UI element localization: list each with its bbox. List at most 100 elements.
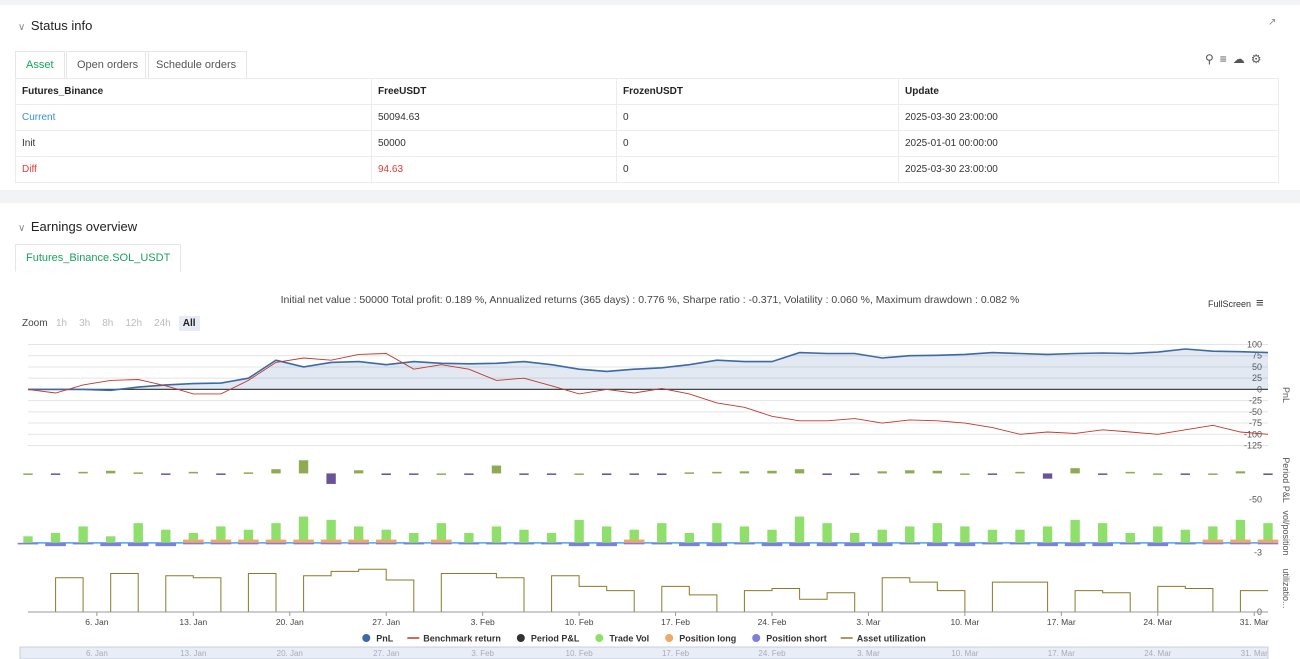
bar: [712, 523, 722, 543]
asset-table: Futures_Binance FreeUSDT FrozenUSDT Update …: [15, 78, 1279, 183]
bar: [982, 542, 1003, 545]
bar: [436, 523, 447, 543]
bar: [541, 542, 562, 545]
bar: [1202, 542, 1224, 545]
bar: [17, 542, 39, 545]
series-step: [28, 568, 1268, 613]
toolbar-icons[interactable]: ⚲≡☁⚙: [1205, 52, 1268, 66]
bar: [464, 473, 474, 475]
summary: Initial net value : 50000 Total profit: …: [280, 294, 1020, 306]
navigator-label: 3. Feb: [471, 649, 494, 658]
zoom-option[interactable]: 12h: [125, 318, 143, 329]
legend-item[interactable]: PnL: [362, 634, 394, 644]
x-tick-label: 24. Feb: [758, 617, 787, 627]
tab[interactable]: Asset: [15, 51, 65, 79]
zoom-option[interactable]: 1h: [56, 318, 68, 329]
bar: [23, 536, 33, 543]
bar: [298, 516, 309, 543]
bar: [293, 539, 314, 543]
x-tick-label: 10. Mar: [950, 617, 979, 627]
y-tick-label: -25: [1249, 396, 1262, 406]
legend-item[interactable]: Trade Vol: [595, 634, 649, 644]
y-tick-label: -3: [1254, 548, 1262, 558]
legend-label: Period P&L: [531, 634, 580, 644]
legend-item[interactable]: Benchmark return: [407, 634, 501, 644]
bar: [326, 519, 336, 543]
bar: [491, 465, 502, 474]
bar: [734, 542, 755, 545]
x-tick-label: 10. Feb: [565, 617, 594, 627]
bar: [1092, 542, 1113, 547]
earnings-header[interactable]: ∨ Earnings overview: [18, 219, 138, 234]
bar: [409, 533, 419, 543]
bar: [679, 542, 700, 547]
cell: 50094.63: [371, 104, 617, 131]
bar: [105, 470, 116, 474]
x-tick-label: 24. Mar: [1143, 617, 1172, 627]
column-header: Futures_Binance: [15, 78, 372, 105]
navigator-label: 10. Feb: [566, 649, 594, 658]
bar: [987, 473, 998, 475]
bar: [403, 542, 425, 545]
legend-symbol: [752, 634, 761, 642]
cell: Diff: [15, 156, 372, 183]
legend-item[interactable]: Position long: [665, 634, 736, 644]
zoom-option[interactable]: 8h: [102, 318, 114, 329]
legend-item[interactable]: Period P&L: [516, 634, 580, 644]
x-tick-label: 3. Mar: [856, 617, 880, 627]
navigator-label: 17. Mar: [1048, 649, 1075, 658]
bar: [188, 471, 199, 474]
legend-item[interactable]: Position short: [752, 634, 827, 644]
x-tick-label: 6. Jan: [85, 617, 108, 627]
bar: [155, 542, 177, 547]
bar: [623, 539, 645, 543]
y-axis-title: PnL: [1281, 387, 1291, 403]
bar: [320, 539, 342, 543]
bar: [767, 470, 777, 474]
bar: [684, 472, 695, 474]
bar: [960, 473, 970, 475]
x-tick-label: 17. Feb: [661, 617, 690, 627]
column-header: FreeUSDT: [371, 78, 617, 105]
fullscreen-button[interactable]: FullScreen ≡: [1208, 295, 1264, 310]
earnings-card: ∨ Earnings overview Futures_Binance.SOL_…: [0, 203, 1300, 659]
bar: [188, 533, 199, 543]
y-axis-title: utilizatio...: [1281, 568, 1291, 608]
y-tick-label: -100: [1244, 429, 1262, 439]
cell: Current: [15, 104, 372, 131]
bar: [601, 473, 612, 475]
bar: [100, 542, 121, 547]
bar: [265, 539, 287, 543]
x-tick-label: 20. Jan: [276, 617, 304, 627]
bar: [78, 526, 88, 543]
column-header: Update: [898, 78, 1279, 105]
zoom-option[interactable]: 24h: [154, 318, 171, 329]
tab[interactable]: Schedule orders: [145, 51, 248, 79]
bar: [50, 473, 61, 475]
y-tick-label: -75: [1249, 418, 1262, 428]
collapse-icon[interactable]: ↗: [1268, 17, 1277, 28]
zoom-option[interactable]: All: [178, 316, 200, 331]
column-header: FrozenUSDT: [616, 78, 899, 105]
tab[interactable]: Futures_Binance.SOL_USDT: [15, 244, 182, 272]
legend-item[interactable]: Asset utilization: [840, 634, 926, 644]
bar: [1070, 519, 1080, 543]
bar: [353, 470, 364, 474]
bar: [877, 529, 887, 543]
status-header[interactable]: ∨ Status info: [18, 18, 93, 33]
legend-label: Position short: [766, 634, 827, 644]
bar: [546, 473, 557, 475]
tab[interactable]: Open orders: [66, 51, 150, 79]
x-tick-label: 13. Jan: [179, 617, 207, 627]
legend-symbol: [665, 634, 674, 642]
cell: 50000: [371, 130, 617, 157]
bar: [739, 526, 750, 543]
bar: [629, 529, 639, 543]
bar: [436, 473, 447, 475]
bar: [1263, 473, 1273, 475]
navigator-label: 3. Mar: [857, 649, 880, 658]
cell: 2025-01-01 00:00:00: [898, 130, 1279, 157]
bar: [1208, 526, 1218, 543]
zoom-option[interactable]: 3h: [79, 318, 91, 329]
cell: 0: [616, 130, 899, 157]
